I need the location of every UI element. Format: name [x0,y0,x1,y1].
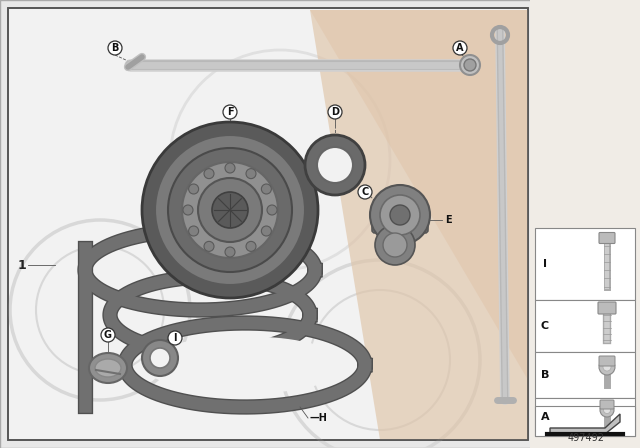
Circle shape [383,233,407,257]
Circle shape [267,205,277,215]
Text: A: A [456,43,464,53]
Circle shape [317,147,353,183]
Ellipse shape [95,359,121,377]
Circle shape [380,195,420,235]
Circle shape [183,205,193,215]
Circle shape [600,403,614,417]
FancyBboxPatch shape [599,356,615,366]
Circle shape [328,105,342,119]
Text: G: G [104,330,112,340]
Circle shape [261,184,271,194]
Text: B: B [541,370,549,380]
FancyBboxPatch shape [535,406,635,436]
Circle shape [168,148,292,272]
Circle shape [198,178,262,242]
Text: —H: —H [310,413,328,423]
Circle shape [599,359,615,375]
Circle shape [460,55,480,75]
Circle shape [168,331,182,345]
FancyBboxPatch shape [598,302,616,314]
FancyBboxPatch shape [535,398,635,436]
Polygon shape [530,0,640,448]
Circle shape [142,122,318,298]
Polygon shape [310,10,528,380]
Circle shape [101,328,115,342]
Circle shape [142,340,178,376]
Text: E: E [445,215,452,225]
Text: 497492: 497492 [568,433,605,443]
Circle shape [358,185,372,199]
Polygon shape [550,414,620,434]
Circle shape [212,192,248,228]
Circle shape [223,105,237,119]
Text: I: I [173,333,177,343]
FancyBboxPatch shape [599,233,615,244]
Circle shape [108,41,122,55]
Circle shape [189,226,198,236]
FancyBboxPatch shape [535,228,635,300]
FancyBboxPatch shape [8,8,528,440]
Circle shape [305,135,365,195]
Circle shape [225,247,235,257]
Text: B: B [111,43,118,53]
FancyBboxPatch shape [535,352,635,398]
Circle shape [603,363,611,371]
Text: A: A [541,412,549,422]
Circle shape [189,184,198,194]
Text: 1: 1 [18,258,26,271]
Circle shape [155,135,305,285]
Polygon shape [145,337,345,393]
Circle shape [390,205,410,225]
Circle shape [370,185,430,245]
Circle shape [464,59,476,71]
Circle shape [150,348,170,368]
Ellipse shape [89,353,127,383]
Circle shape [453,41,467,55]
FancyBboxPatch shape [535,300,635,352]
Circle shape [182,162,278,258]
Polygon shape [310,10,528,440]
Circle shape [246,168,256,179]
FancyBboxPatch shape [372,205,428,233]
Circle shape [604,406,611,414]
Text: C: C [362,187,369,197]
FancyBboxPatch shape [600,400,614,409]
Circle shape [204,241,214,251]
Text: F: F [227,107,234,117]
Circle shape [375,225,415,265]
Circle shape [246,241,256,251]
Circle shape [225,163,235,173]
Circle shape [204,168,214,179]
Circle shape [261,226,271,236]
Text: I: I [543,259,547,269]
Text: D: D [331,107,339,117]
Text: C: C [541,321,549,331]
